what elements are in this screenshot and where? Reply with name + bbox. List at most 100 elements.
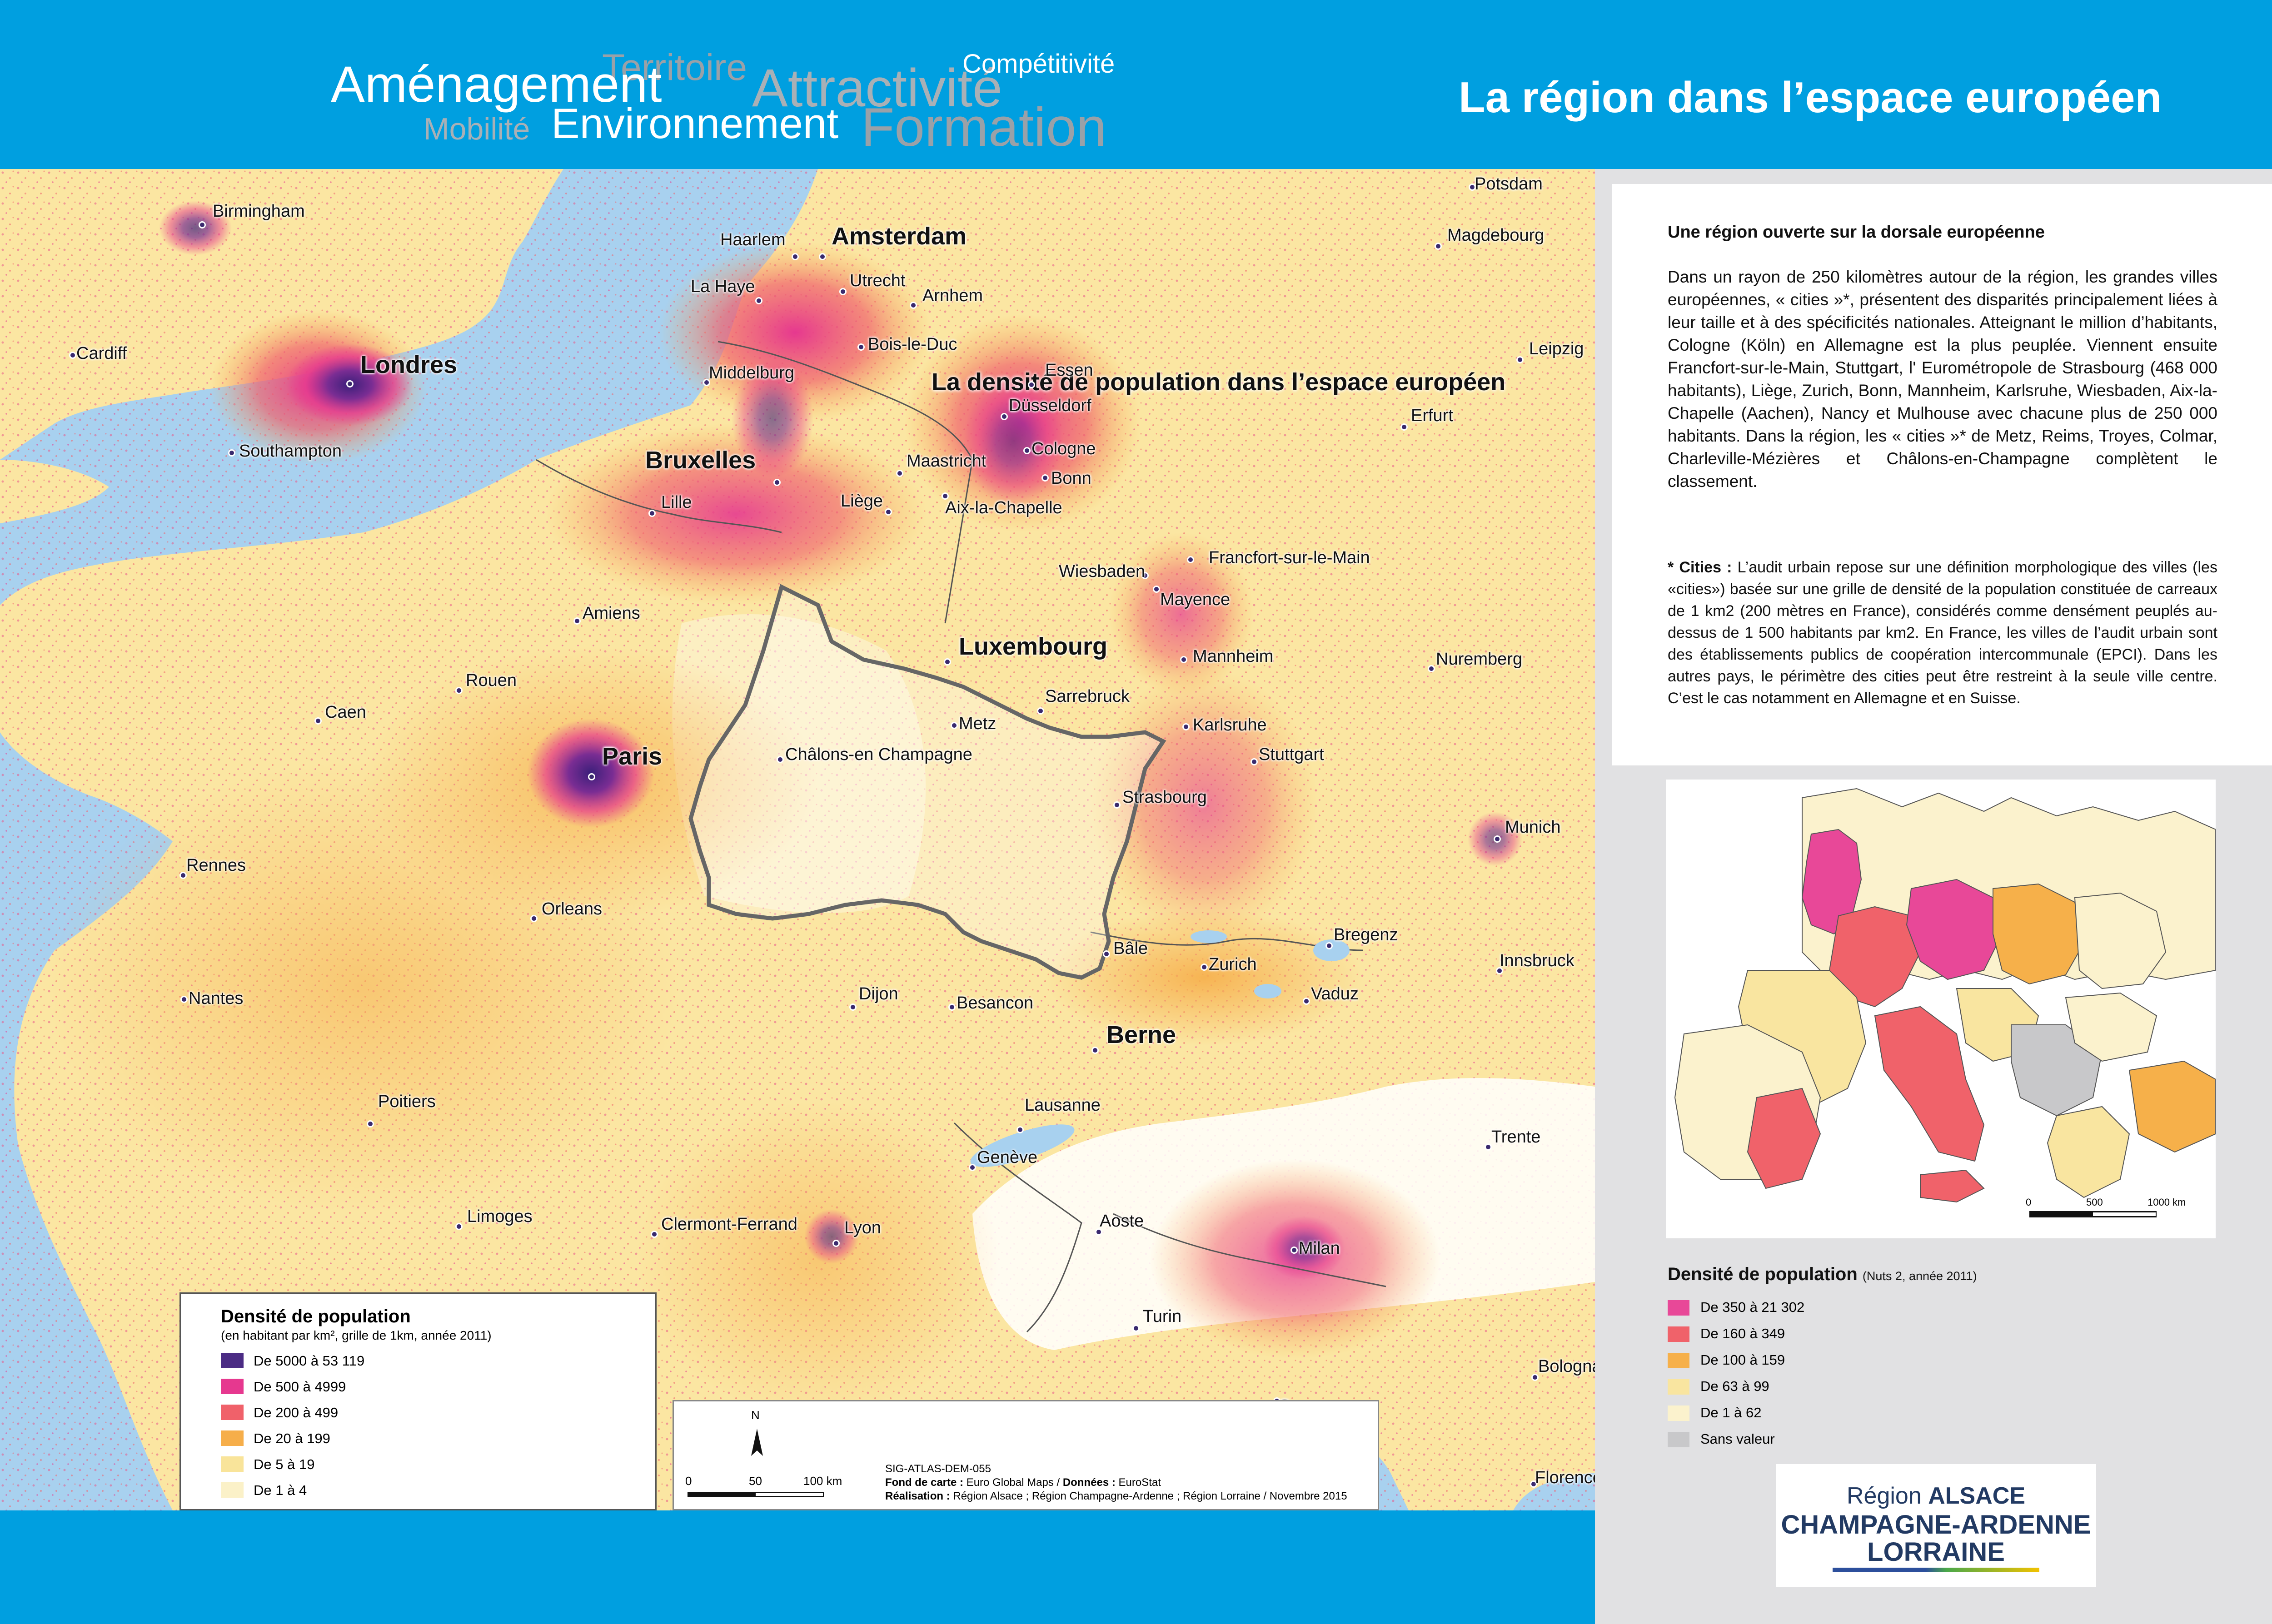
city-geneve[interactable]: Genève <box>977 1148 1038 1167</box>
city-mayence[interactable]: Mayence <box>1160 590 1231 609</box>
city-nuremberg[interactable]: Nuremberg <box>1436 650 1523 669</box>
city-stuttgart[interactable]: Stuttgart <box>1259 745 1324 764</box>
city-bale[interactable]: Bâle <box>1113 939 1148 958</box>
city-milan[interactable]: Milan <box>1299 1239 1340 1258</box>
city-lausanne[interactable]: Lausanne <box>1025 1096 1101 1115</box>
city-birmingham[interactable]: Birmingham <box>213 202 305 221</box>
city-dot <box>1132 1325 1140 1332</box>
city-orleans[interactable]: Orleans <box>542 899 603 919</box>
city-trente[interactable]: Trente <box>1491 1127 1541 1147</box>
scale-tick: 50 <box>749 1474 762 1488</box>
city-sarrebruck[interactable]: Sarrebruck <box>1045 687 1130 706</box>
city-dot <box>849 1003 857 1011</box>
city-turin[interactable]: Turin <box>1143 1307 1182 1326</box>
map-credits: N 0 50 100 km SIG-ATLAS-DEM-055 Fond de … <box>673 1400 1379 1510</box>
city-chalons[interactable]: Châlons-en Champagne <box>785 745 972 764</box>
city-lille[interactable]: Lille <box>661 493 692 512</box>
city-arnhem[interactable]: Arnhem <box>922 286 983 305</box>
mini-scale-tick: 0 <box>2026 1197 2032 1208</box>
city-francfort[interactable]: Francfort-sur-le-Main <box>1209 548 1370 567</box>
city-dot <box>179 872 187 879</box>
city-dot <box>346 380 354 387</box>
city-bruxelles[interactable]: Bruxelles <box>645 447 756 474</box>
side-legend-title: Densité de population (Nuts 2, année 201… <box>1668 1264 1977 1284</box>
city-leipzig[interactable]: Leipzig <box>1529 339 1584 358</box>
city-londres[interactable]: Londres <box>360 351 458 378</box>
city-lyon[interactable]: Lyon <box>844 1218 881 1237</box>
city-dot <box>199 221 206 228</box>
city-florence[interactable]: Florence <box>1535 1468 1595 1487</box>
city-karlsruhe[interactable]: Karlsruhe <box>1193 715 1267 735</box>
city-dot <box>777 756 784 763</box>
logo-line-2: CHAMPAGNE-ARDENNE <box>1781 1510 2091 1540</box>
city-luxembourg[interactable]: Luxembourg <box>959 633 1108 660</box>
scale-tick: 100 km <box>803 1474 842 1488</box>
city-dot <box>951 722 958 729</box>
legend-swatch <box>221 1456 244 1472</box>
city-essen[interactable]: Essen <box>1045 361 1093 380</box>
city-erfurt[interactable]: Erfurt <box>1411 406 1453 425</box>
city-nantes[interactable]: Nantes <box>189 989 244 1008</box>
legend-label: De 5 à 19 <box>254 1456 315 1472</box>
city-dot <box>773 479 781 486</box>
city-dot <box>455 687 463 694</box>
city-dot <box>1016 1126 1024 1133</box>
scale-and-north <box>688 1429 824 1497</box>
city-berne[interactable]: Berne <box>1106 1021 1176 1048</box>
city-dot <box>1001 413 1008 420</box>
city-zurich[interactable]: Zurich <box>1209 955 1257 974</box>
logo-line-3: LORRAINE <box>1867 1537 2005 1567</box>
city-mannheim[interactable]: Mannheim <box>1193 647 1274 666</box>
city-bologna[interactable]: Bologna <box>1538 1357 1595 1376</box>
city-dot <box>832 1240 840 1247</box>
legend-label: De 5000 à 53 119 <box>254 1353 365 1369</box>
city-dot <box>819 253 826 260</box>
city-aix-la-chapelle[interactable]: Aix-la-Chapelle <box>945 498 1062 517</box>
city-limoges[interactable]: Limoges <box>467 1207 533 1226</box>
tag-territoire: Territoire <box>602 47 747 88</box>
city-rouen[interactable]: Rouen <box>466 671 517 690</box>
city-besancon[interactable]: Besancon <box>957 993 1034 1013</box>
city-poitiers[interactable]: Poitiers <box>378 1092 436 1111</box>
europe-nuts2-map[interactable]: 0 500 1000 km <box>1666 780 2216 1238</box>
city-metz[interactable]: Metz <box>959 714 996 733</box>
city-dot <box>1141 572 1149 579</box>
legend-title: Densité de population <box>221 1306 411 1326</box>
city-dijon[interactable]: Dijon <box>859 984 898 1003</box>
city-aoste[interactable]: Aoste <box>1100 1212 1144 1231</box>
city-rennes[interactable]: Rennes <box>186 856 246 875</box>
europe-map-shapes <box>1674 788 2216 1217</box>
city-middelburg[interactable]: Middelburg <box>709 363 794 382</box>
city-munich[interactable]: Munich <box>1505 818 1561 837</box>
city-dot <box>1103 950 1110 958</box>
city-amsterdam[interactable]: Amsterdam <box>832 223 967 250</box>
city-clermont-ferrand[interactable]: Clermont-Ferrand <box>661 1215 797 1234</box>
city-bonn[interactable]: Bonn <box>1051 469 1091 488</box>
city-bois-le-duc[interactable]: Bois-le-Duc <box>868 335 957 354</box>
city-haarlem[interactable]: Haarlem <box>720 230 786 249</box>
city-amiens[interactable]: Amiens <box>583 604 640 623</box>
city-dusseldorf[interactable]: Düsseldorf <box>1009 396 1091 415</box>
city-utrecht[interactable]: Utrecht <box>850 271 906 290</box>
legend-swatch <box>221 1482 244 1498</box>
city-southampton[interactable]: Southampton <box>239 442 342 461</box>
city-caen[interactable]: Caen <box>325 703 366 722</box>
city-liege[interactable]: Liège <box>841 492 883 511</box>
city-strasbourg[interactable]: Strasbourg <box>1122 788 1207 807</box>
city-maastricht[interactable]: Maastricht <box>907 452 987 471</box>
city-potsdam[interactable]: Potsdam <box>1475 174 1543 194</box>
city-paris[interactable]: Paris <box>602 743 663 770</box>
city-cardiff[interactable]: Cardiff <box>76 344 127 363</box>
legend-swatch <box>1668 1326 1689 1342</box>
city-innsbruck[interactable]: Innsbruck <box>1500 951 1574 970</box>
city-dot <box>896 470 903 477</box>
city-la-haye[interactable]: La Haye <box>691 277 755 296</box>
side-note: * Cities : L’audit urbain repose sur une… <box>1668 559 2217 707</box>
city-magdebourg[interactable]: Magdebourg <box>1447 226 1545 245</box>
city-bregenz[interactable]: Bregenz <box>1334 925 1398 944</box>
city-dot <box>455 1223 463 1230</box>
city-cologne[interactable]: Cologne <box>1031 439 1096 458</box>
city-vaduz[interactable]: Vaduz <box>1311 984 1359 1003</box>
population-density-map[interactable]: La densité de population dans l’espace e… <box>0 169 1595 1510</box>
city-wiesbaden[interactable]: Wiesbaden <box>1059 562 1146 581</box>
